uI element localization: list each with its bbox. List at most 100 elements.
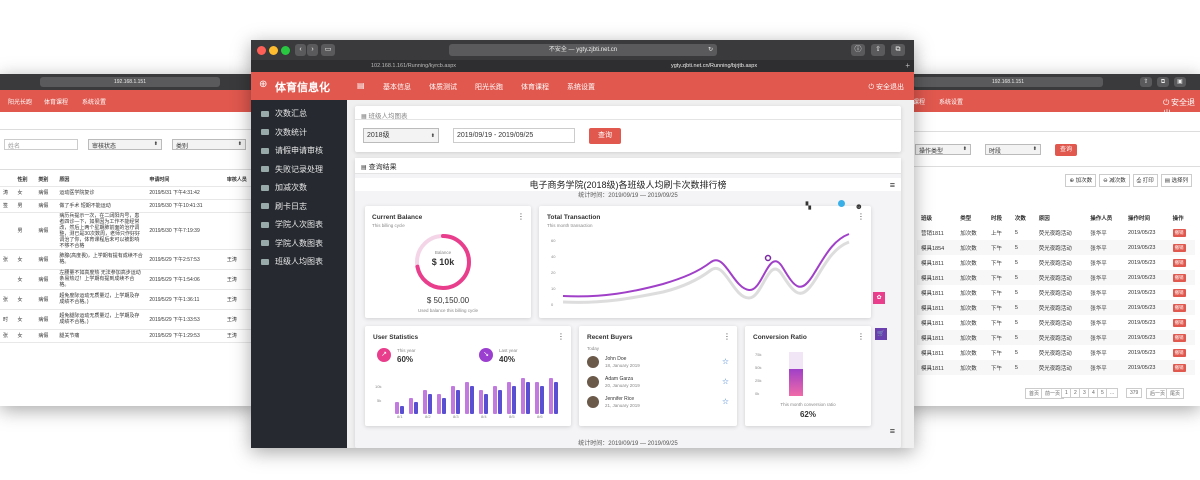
left-category-select[interactable]: 类别 (172, 139, 246, 150)
share-icon[interactable]: ⇧ (871, 44, 885, 56)
left-nav-2[interactable]: 系统设置 (82, 100, 107, 106)
revoke-button[interactable]: 撤销 (1172, 348, 1186, 357)
right-tabs-icon[interactable]: ⧉ (1157, 77, 1169, 87)
right-share-icon[interactable]: ⇧ (1140, 77, 1152, 87)
sidebar-item[interactable]: 请假申请审核 (261, 145, 323, 156)
new-tab-icon[interactable]: + (905, 61, 910, 70)
left-audit-status-select[interactable]: 审核状态 (88, 139, 162, 150)
tt-fab-1[interactable]: ✿ (873, 292, 885, 304)
menu-toggle-icon[interactable]: ▤ (357, 81, 365, 90)
chart-menu-bottom-icon[interactable]: ≡ (889, 426, 895, 436)
left-name-input[interactable]: 姓名 (4, 139, 78, 150)
page-link[interactable]: 379 (1126, 388, 1143, 398)
table-cell: 张华平 (1090, 230, 1107, 237)
tt-sub: This month transaction (547, 223, 593, 228)
right-address-bar[interactable]: 192.168.1.151 (913, 77, 1103, 87)
revoke-button[interactable]: 撤销 (1172, 303, 1186, 312)
right-nav-1[interactable]: 系统设置 (939, 100, 964, 106)
logout-link[interactable]: ⏻ 安全退出 (869, 82, 905, 92)
nav-pe-course[interactable]: 体育课程 (521, 84, 549, 91)
table-cell: 撤销 (1169, 315, 1195, 330)
revoke-button[interactable]: 撤销 (1172, 363, 1186, 372)
sidebar-item[interactable]: 次数统计 (261, 127, 307, 138)
right-op-type-select[interactable]: 操作类型 (915, 144, 971, 155)
right-nav-0[interactable]: 课程 (913, 100, 926, 106)
table-row[interactable]: 女 病假 左腰量不如高度热 无法参加高步运动条易热过！上学期有提到成续不合格。 201… (0, 269, 258, 289)
table-cell: 荧光夜跑活动 (1038, 350, 1072, 357)
right-period-select[interactable]: 时段 (985, 144, 1041, 155)
us-bar (484, 394, 488, 414)
rb-more-icon[interactable]: ⋮ (723, 332, 731, 341)
main-address-bar[interactable]: 不安全 — ygty.zjbti.net.cn ↻ (449, 44, 717, 56)
table-row[interactable]: 涛 女 病假 运动医学院复诊 2019/5/31 下午4:31:42 (0, 186, 258, 199)
close-window-icon[interactable] (257, 46, 266, 55)
right-table: 班级 类型 时段 次数 原因 操作人员 操作时间 操作 营销1811 加次数 上午 5 荧光夜跑活动张… (917, 210, 1195, 375)
forward-icon[interactable]: › (307, 44, 318, 56)
star-icon[interactable]: ☆ (721, 357, 729, 366)
nav-settings[interactable]: 系统设置 (567, 84, 595, 91)
sidebar-item[interactable]: 学院人次图表 (261, 219, 323, 230)
revoke-button[interactable]: 撤销 (1172, 318, 1186, 327)
nav-sunshine-run[interactable]: 阳光长跑 (475, 84, 503, 91)
revoke-button[interactable]: 撤销 (1172, 258, 1186, 267)
us-xlabel: 8/5 (509, 414, 515, 419)
columns-button[interactable]: ▤ 选择列 (1160, 174, 1192, 187)
tab-0[interactable]: 102.168.1.161/Running/kyrcb.aspx (371, 63, 457, 69)
sidebar-item[interactable]: 班级人均图表 (261, 256, 323, 267)
page-link[interactable]: 尾页 (1166, 388, 1185, 399)
tabs-overview-icon[interactable]: ⧉ (891, 44, 905, 56)
back-icon[interactable]: ‹ (295, 44, 306, 56)
tab-1[interactable]: ygty.zjbti.net.cn/Running/bjrjtb.aspx (671, 63, 758, 69)
table-row[interactable]: 男 病假 病历兵提示一次，在二阔阳内号，患者四诊—下，如果因为工作不能经常改，然后上… (0, 212, 258, 249)
left-nav-0[interactable]: 阳光长跑 (8, 100, 33, 106)
table-row[interactable]: 时 女 病假 超免腿际运动无质量过，上学期及存成绩不合格。) 2019/5/29 下午1… (0, 309, 258, 329)
left-address-bar[interactable]: 192.168.1.151 (40, 77, 220, 87)
table-row[interactable]: 签 男 病假 做了手术 短期不能运动 2019/5/30 下午10:41:31 (0, 199, 258, 212)
table-row[interactable]: 张 女 病假 超免度际运动无质量过，上学期及存成绩不合格。) 2019/5/29 下午1… (0, 289, 258, 309)
reload-icon[interactable]: ↻ (707, 47, 713, 53)
us-more-icon[interactable]: ⋮ (557, 332, 565, 341)
sidebar-item[interactable]: 次数汇总 (261, 108, 307, 119)
star-icon[interactable]: ☆ (721, 397, 729, 406)
cart-fab[interactable]: 🛒 (875, 328, 887, 340)
zoom-window-icon[interactable] (281, 46, 290, 55)
nav-fitness-test[interactable]: 体质测试 (429, 84, 457, 91)
sidebar-item[interactable]: 刷卡日志 (261, 201, 307, 212)
table-row[interactable]: 张 女 病假 腿关节痛 2019/5/29 下午1:29:53 王涛 (0, 329, 258, 342)
sidebar-toggle-icon[interactable]: ▭ (321, 44, 335, 56)
page-link[interactable]: ... (1106, 388, 1119, 398)
cr-more-icon[interactable]: ⋮ (857, 332, 865, 341)
add-count-button[interactable]: ⊕ 加次数 (1065, 174, 1097, 187)
info-icon[interactable]: ⓘ (851, 44, 865, 56)
star-icon[interactable]: ☆ (721, 377, 729, 386)
cb-more-icon[interactable]: ⋮ (517, 212, 525, 221)
right-query-button[interactable]: 查询 (1055, 144, 1077, 156)
sidebar-item[interactable]: 加减次数 (261, 182, 307, 193)
buyer-row[interactable]: John Doe 18, January 2019 ☆ (587, 354, 733, 372)
sidebar-item[interactable]: 学院人数图表 (261, 238, 323, 249)
date-range-input[interactable]: 2019/09/19 - 2019/09/25 (453, 128, 575, 143)
nav-basic-info[interactable]: 基本信息 (383, 84, 411, 91)
buyer-row[interactable]: Adam Garza 20, January 2019 ☆ (587, 374, 733, 392)
print-button[interactable]: ⎙ 打印 (1132, 174, 1158, 187)
sub-count-button[interactable]: ⊖ 减次数 (1099, 174, 1130, 187)
table-cell: 模具1811 (921, 305, 944, 312)
query-button[interactable]: 查询 (589, 128, 621, 144)
table-header: 次数 (1014, 215, 1026, 222)
revoke-button[interactable]: 撤销 (1172, 333, 1186, 342)
revoke-button[interactable]: 撤销 (1172, 243, 1186, 252)
right-logout[interactable]: ⏻ 安全退出 (1163, 97, 1200, 119)
right-window-icon[interactable]: ▣ (1174, 77, 1186, 87)
revoke-button[interactable]: 撤销 (1172, 273, 1186, 282)
buyer-row[interactable]: Jennifer Rice 21, January 2019 ☆ (587, 394, 733, 412)
grade-select[interactable]: 2018级 (363, 128, 439, 143)
left-nav-1[interactable]: 体育课程 (44, 100, 69, 106)
revoke-button[interactable]: 撤销 (1172, 288, 1186, 297)
table-row[interactable]: 张 女 病假 肺腺(高度畏)，上学期有提有成续不合格。 2019/5/29 下午2:57… (0, 249, 258, 269)
minimize-window-icon[interactable] (269, 46, 278, 55)
table-cell: 上午 (991, 230, 1003, 237)
chart-menu-icon[interactable]: ≡ (889, 180, 895, 190)
tt-more-icon[interactable]: ⋮ (857, 212, 865, 221)
revoke-button[interactable]: 撤销 (1172, 228, 1186, 237)
sidebar-item[interactable]: 失败记录处理 (261, 164, 323, 175)
